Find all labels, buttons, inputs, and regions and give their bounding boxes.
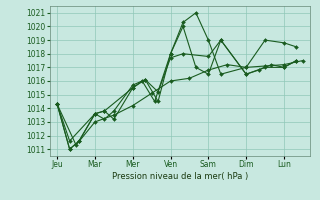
X-axis label: Pression niveau de la mer( hPa ): Pression niveau de la mer( hPa ) bbox=[112, 172, 248, 181]
